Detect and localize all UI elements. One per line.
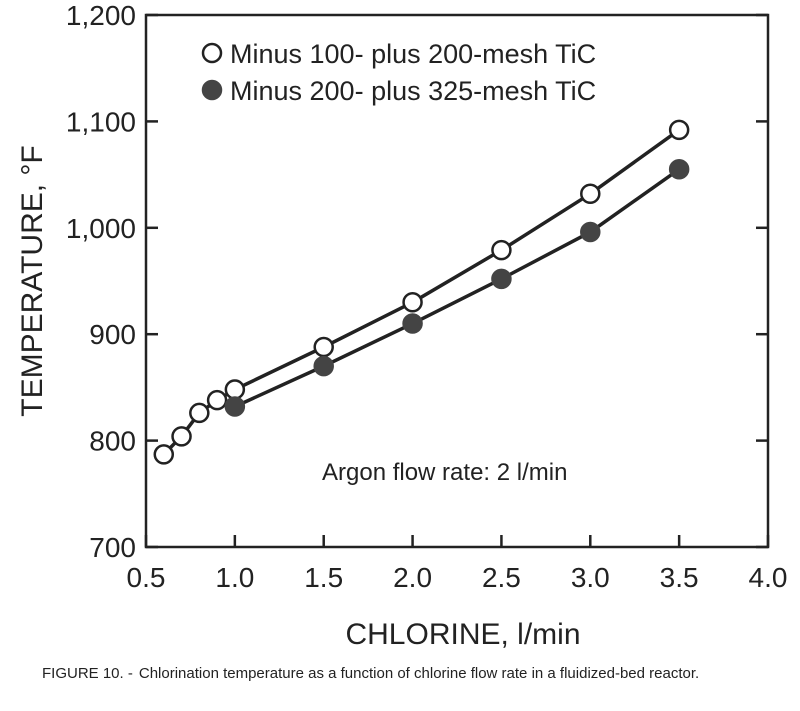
data-point-series-2 (224, 396, 246, 417)
caption-text: Chlorination temperature as a function o… (138, 665, 700, 682)
data-point-series-1 (580, 183, 601, 205)
data-point-series-1 (224, 379, 246, 400)
data-point-series-1 (402, 292, 423, 313)
data-point-series-2 (313, 355, 334, 377)
data-point-series-1 (153, 444, 175, 465)
x-tick-label: 4.0 (749, 562, 788, 593)
x-tick-label: 2.0 (393, 562, 432, 593)
y-tick-label: 700 (89, 532, 136, 563)
y-tick-label: 800 (89, 426, 136, 457)
y-tick-label: 1,200 (66, 0, 136, 31)
data-point-series-2 (491, 268, 512, 290)
data-point-series-1 (668, 119, 690, 141)
series-lines (162, 128, 681, 456)
data-point-series-2 (580, 221, 601, 243)
data-point-series-2 (668, 159, 690, 180)
y-tick-label: 900 (89, 319, 136, 350)
x-axis: 0.5 1.0 1.5 2.0 2.5 3.0 3.5 4.0 (127, 535, 788, 593)
legend-marker-2 (201, 79, 223, 101)
argon-flow-annotation: Argon flow rate: 2 l/min (322, 459, 567, 486)
plot-frame (144, 13, 770, 549)
y-tick-label: 1,000 (66, 213, 136, 244)
series-markers (153, 119, 690, 465)
legend-marker-1 (201, 42, 223, 64)
data-point-series-1 (189, 402, 210, 424)
x-tick-label: 3.0 (571, 562, 610, 593)
x-tick-label: 0.5 (127, 562, 166, 593)
legend: Minus 100- plus 200-mesh TiC Minus 200- p… (201, 39, 596, 106)
legend-label-2: Minus 200- plus 325-mesh TiC (230, 76, 596, 106)
x-tick-label: 2.5 (482, 562, 521, 593)
y-axis: 700 800 900 1,000 1,100 1,200 (66, 0, 768, 563)
data-point-series-1 (171, 426, 192, 447)
x-tick-label: 1.5 (304, 562, 343, 593)
x-tick-label: 3.5 (660, 562, 699, 593)
y-tick-label: 1,100 (66, 106, 136, 137)
series-line-1 (162, 128, 681, 456)
data-point-series-1 (491, 239, 512, 261)
series-line-2 (234, 167, 681, 409)
data-point-series-2 (402, 313, 423, 334)
legend-label-1: Minus 100- plus 200-mesh TiC (230, 39, 596, 69)
y-axis-title: TEMPERATURE, °F (16, 145, 49, 416)
x-tick-label: 1.0 (215, 562, 254, 593)
data-point-series-1 (313, 336, 334, 358)
caption-label: FIGURE 10. - (42, 665, 133, 682)
figure-caption: FIGURE 10. - Chlorination temperature as … (42, 664, 772, 683)
data-point-series-1 (206, 389, 228, 411)
x-axis-title: CHLORINE, l/min (345, 618, 580, 651)
